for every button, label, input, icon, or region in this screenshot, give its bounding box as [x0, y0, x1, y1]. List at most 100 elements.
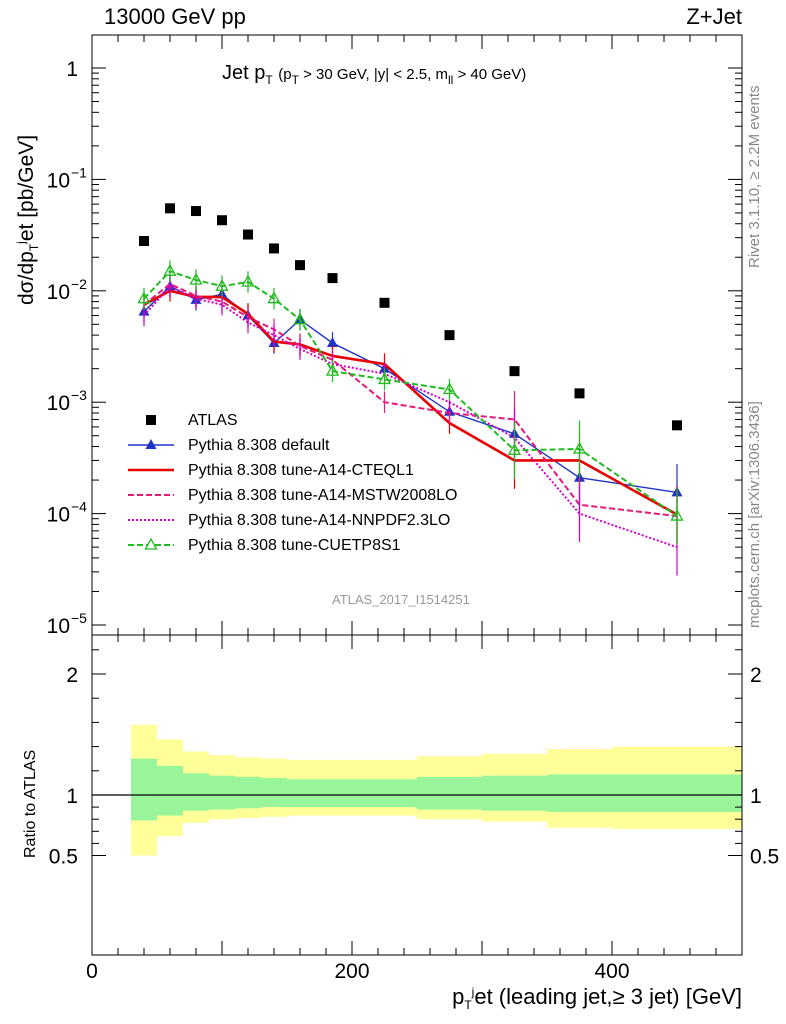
x-tick-label: 200 — [334, 960, 369, 983]
series-5-point — [377, 372, 392, 385]
y-tick-label: 10 — [47, 281, 70, 304]
x-tick-label: 0 — [86, 960, 98, 983]
series-5-point — [241, 274, 255, 287]
y-tick-exponent: −3 — [71, 387, 87, 403]
legend-marker-0 — [146, 415, 156, 425]
atlas-point — [672, 420, 682, 431]
ylabel-part1: dσ/dp — [15, 251, 38, 305]
main-series — [137, 203, 684, 576]
ratio-y-axis-label: Ratio to ATLAS — [22, 749, 39, 858]
series-5-point — [670, 508, 684, 521]
ratio-band-1sigma — [235, 776, 261, 809]
xlabel-part1: p — [452, 984, 465, 1009]
legend-label-0: ATLAS — [188, 412, 238, 429]
rivet-version-label: Rivet 3.1.10, ≥ 2.2M events — [746, 85, 763, 269]
ratio-band-1sigma — [287, 779, 313, 808]
series-5-point — [215, 278, 229, 291]
ratio-bands — [131, 724, 742, 856]
collision-label: 13000 GeV pp — [104, 4, 246, 29]
atlas-point — [327, 273, 338, 284]
ratio-y-tick-label: 2 — [66, 664, 78, 687]
atlas-point — [139, 235, 149, 246]
ratio-y-tick-label-right: 1 — [750, 785, 762, 808]
series-5-point — [137, 291, 151, 304]
ylabel-sup: j — [14, 241, 28, 244]
atlas-point — [217, 215, 227, 226]
atlas-point — [243, 229, 253, 240]
ratio-y-tick-label-right: 0.5 — [750, 846, 779, 869]
title-cuts-1: (p — [278, 66, 292, 83]
title-cuts-1-sub: T — [291, 73, 299, 87]
ylabel-part2: et [pb/GeV] — [15, 134, 38, 242]
series-5-point — [507, 442, 522, 455]
ratio-band-1sigma — [209, 775, 235, 810]
title-main-sub: T — [265, 73, 273, 87]
series-5-point — [442, 382, 457, 395]
ratio-band-1sigma — [352, 779, 417, 808]
series-5-point — [572, 441, 587, 454]
title-cuts-2-sub: ll — [447, 73, 454, 87]
plot-title: Jet pT (pT > 30 GeV, |y| < 2.5, mll > 40… — [222, 62, 526, 87]
atlas-point — [191, 206, 201, 217]
y-tick-exponent: −1 — [71, 164, 87, 180]
ratio-band-1sigma — [157, 765, 183, 816]
atlas-point — [574, 388, 585, 399]
series-1-point — [327, 336, 338, 347]
series-5-point — [325, 363, 340, 376]
legend-label-5: Pythia 8.308 tune-CUETP8S1 — [188, 537, 401, 554]
xlabel-sup: j — [471, 985, 475, 999]
legend-label-4: Pythia 8.308 tune-A14-NNPDF2.3LO — [188, 512, 450, 529]
mcplots-label: mcplots.cern.ch [arXiv:1306.3436] — [746, 401, 763, 628]
y-tick-label: 10 — [47, 504, 70, 527]
legend-label-3: Pythia 8.308 tune-A14-MSTW2008LO — [188, 487, 457, 504]
ratio-y-tick-label: 0.5 — [49, 846, 78, 869]
atlas-point — [444, 330, 455, 341]
legend-label-1: Pythia 8.308 default — [188, 437, 330, 454]
ratio-band-1sigma — [131, 758, 157, 821]
series-5-line — [143, 270, 678, 517]
y-tick-exponent: −4 — [71, 499, 87, 515]
atlas-point — [295, 260, 305, 271]
series-3-line — [143, 282, 678, 518]
ratio-band-1sigma — [417, 776, 482, 810]
main-y-axis-label: dσ/dpTjet [pb/GeV] — [14, 135, 41, 305]
ratio-band-1sigma — [313, 779, 352, 808]
analysis-watermark: ATLAS_2017_I1514251 — [332, 592, 470, 607]
ratio-band-1sigma — [183, 773, 209, 811]
atlas-point — [269, 243, 279, 254]
legend-marker-5 — [144, 537, 158, 550]
ratio-band-1sigma — [547, 774, 612, 812]
title-main: Jet p — [222, 62, 266, 84]
x-axis-label: pTjet (leading jet,≥ 3 jet) [GeV] — [452, 984, 742, 1012]
y-tick-label: 10 — [47, 169, 70, 192]
process-label: Z+Jet — [686, 4, 742, 29]
atlas-point — [509, 366, 520, 377]
y-tick-label: 1 — [66, 58, 78, 81]
series-5-point — [189, 272, 203, 285]
series-5-point — [293, 312, 307, 325]
legend-marker-1 — [145, 439, 157, 449]
y-tick-label: 10 — [47, 615, 70, 638]
xlabel-sub: T — [464, 998, 472, 1012]
y-tick-label: 10 — [47, 392, 70, 415]
title-cuts-2: > 30 GeV, |y| < 2.5, m — [303, 66, 448, 83]
ratio-band-1sigma — [612, 774, 742, 812]
title-cuts-3: > 40 GeV) — [457, 66, 527, 83]
atlas-point — [165, 203, 175, 214]
series-5-point — [267, 291, 281, 304]
legend-label-2: Pythia 8.308 tune-A14-CTEQL1 — [188, 462, 414, 479]
xlabel-part2: et (leading jet,≥ 3 jet) [GeV] — [474, 984, 742, 1009]
series-5-point — [163, 263, 177, 276]
ratio-band-1sigma — [482, 775, 547, 811]
ratio-y-tick-label-right: 2 — [750, 664, 762, 687]
y-tick-exponent: −5 — [71, 610, 87, 626]
ylabel-sub: T — [27, 243, 41, 252]
x-tick-label: 400 — [594, 960, 629, 983]
legend: ATLAS Pythia 8.308 default Pythia 8.308 tu… — [128, 412, 457, 554]
ratio-band-1sigma — [261, 778, 287, 808]
ratio-y-tick-label: 1 — [66, 785, 78, 808]
atlas-point — [379, 297, 390, 308]
y-tick-exponent: −2 — [71, 276, 87, 292]
